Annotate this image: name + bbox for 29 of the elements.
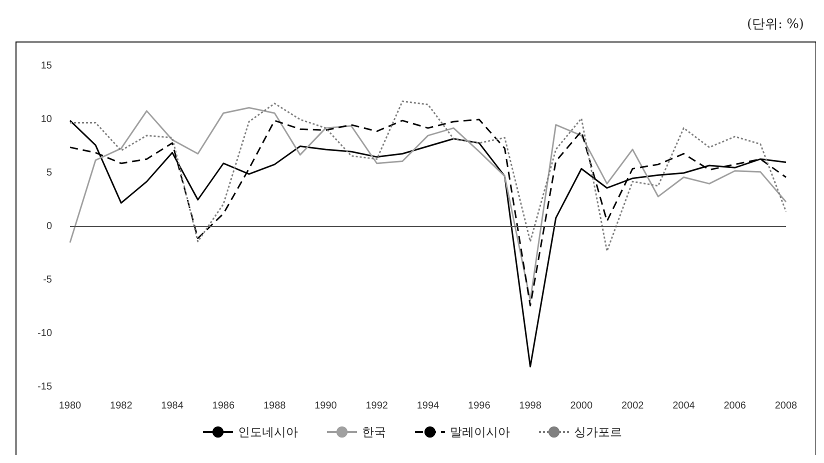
x-tick-label: 1996 bbox=[468, 400, 491, 412]
x-tick-label: 2008 bbox=[774, 400, 798, 412]
x-tick-label: 1998 bbox=[519, 400, 542, 412]
x-tick-label: 1982 bbox=[110, 400, 133, 412]
x-tick-label: 2004 bbox=[672, 400, 696, 412]
x-tick-label: 1994 bbox=[416, 400, 440, 412]
x-tick-label: 2006 bbox=[724, 400, 746, 412]
line-series bbox=[69, 120, 787, 368]
y-tick-label: -5 bbox=[43, 274, 52, 286]
y-tick-label: 0 bbox=[46, 221, 52, 232]
y-tick-label: -15 bbox=[38, 382, 52, 392]
text: (단위: %) bbox=[746, 17, 804, 32]
line-series bbox=[69, 100, 787, 252]
legend-label: 말레이시아 bbox=[450, 425, 510, 439]
y-tick-label: 15 bbox=[40, 60, 52, 72]
legend-label: 싱가포르 bbox=[574, 425, 622, 439]
y-tick-label: -10 bbox=[38, 328, 52, 339]
x-tick-label: 1984 bbox=[161, 400, 184, 412]
x-tick-label: 2000 bbox=[570, 400, 593, 412]
y-tick-label: 10 bbox=[40, 114, 52, 125]
x-tick-label: 2002 bbox=[621, 400, 644, 412]
x-tick-label: 1990 bbox=[314, 400, 338, 412]
x-tick-label: 1988 bbox=[263, 400, 286, 412]
legend-label: 인도네시아 bbox=[238, 425, 298, 439]
x-tick-label: 1980 bbox=[58, 400, 82, 412]
legend-label: 한국 bbox=[362, 425, 386, 439]
y-tick-label: 5 bbox=[46, 168, 52, 178]
x-tick-label: 1992 bbox=[366, 400, 388, 412]
x-tick-label: 1986 bbox=[212, 400, 235, 412]
